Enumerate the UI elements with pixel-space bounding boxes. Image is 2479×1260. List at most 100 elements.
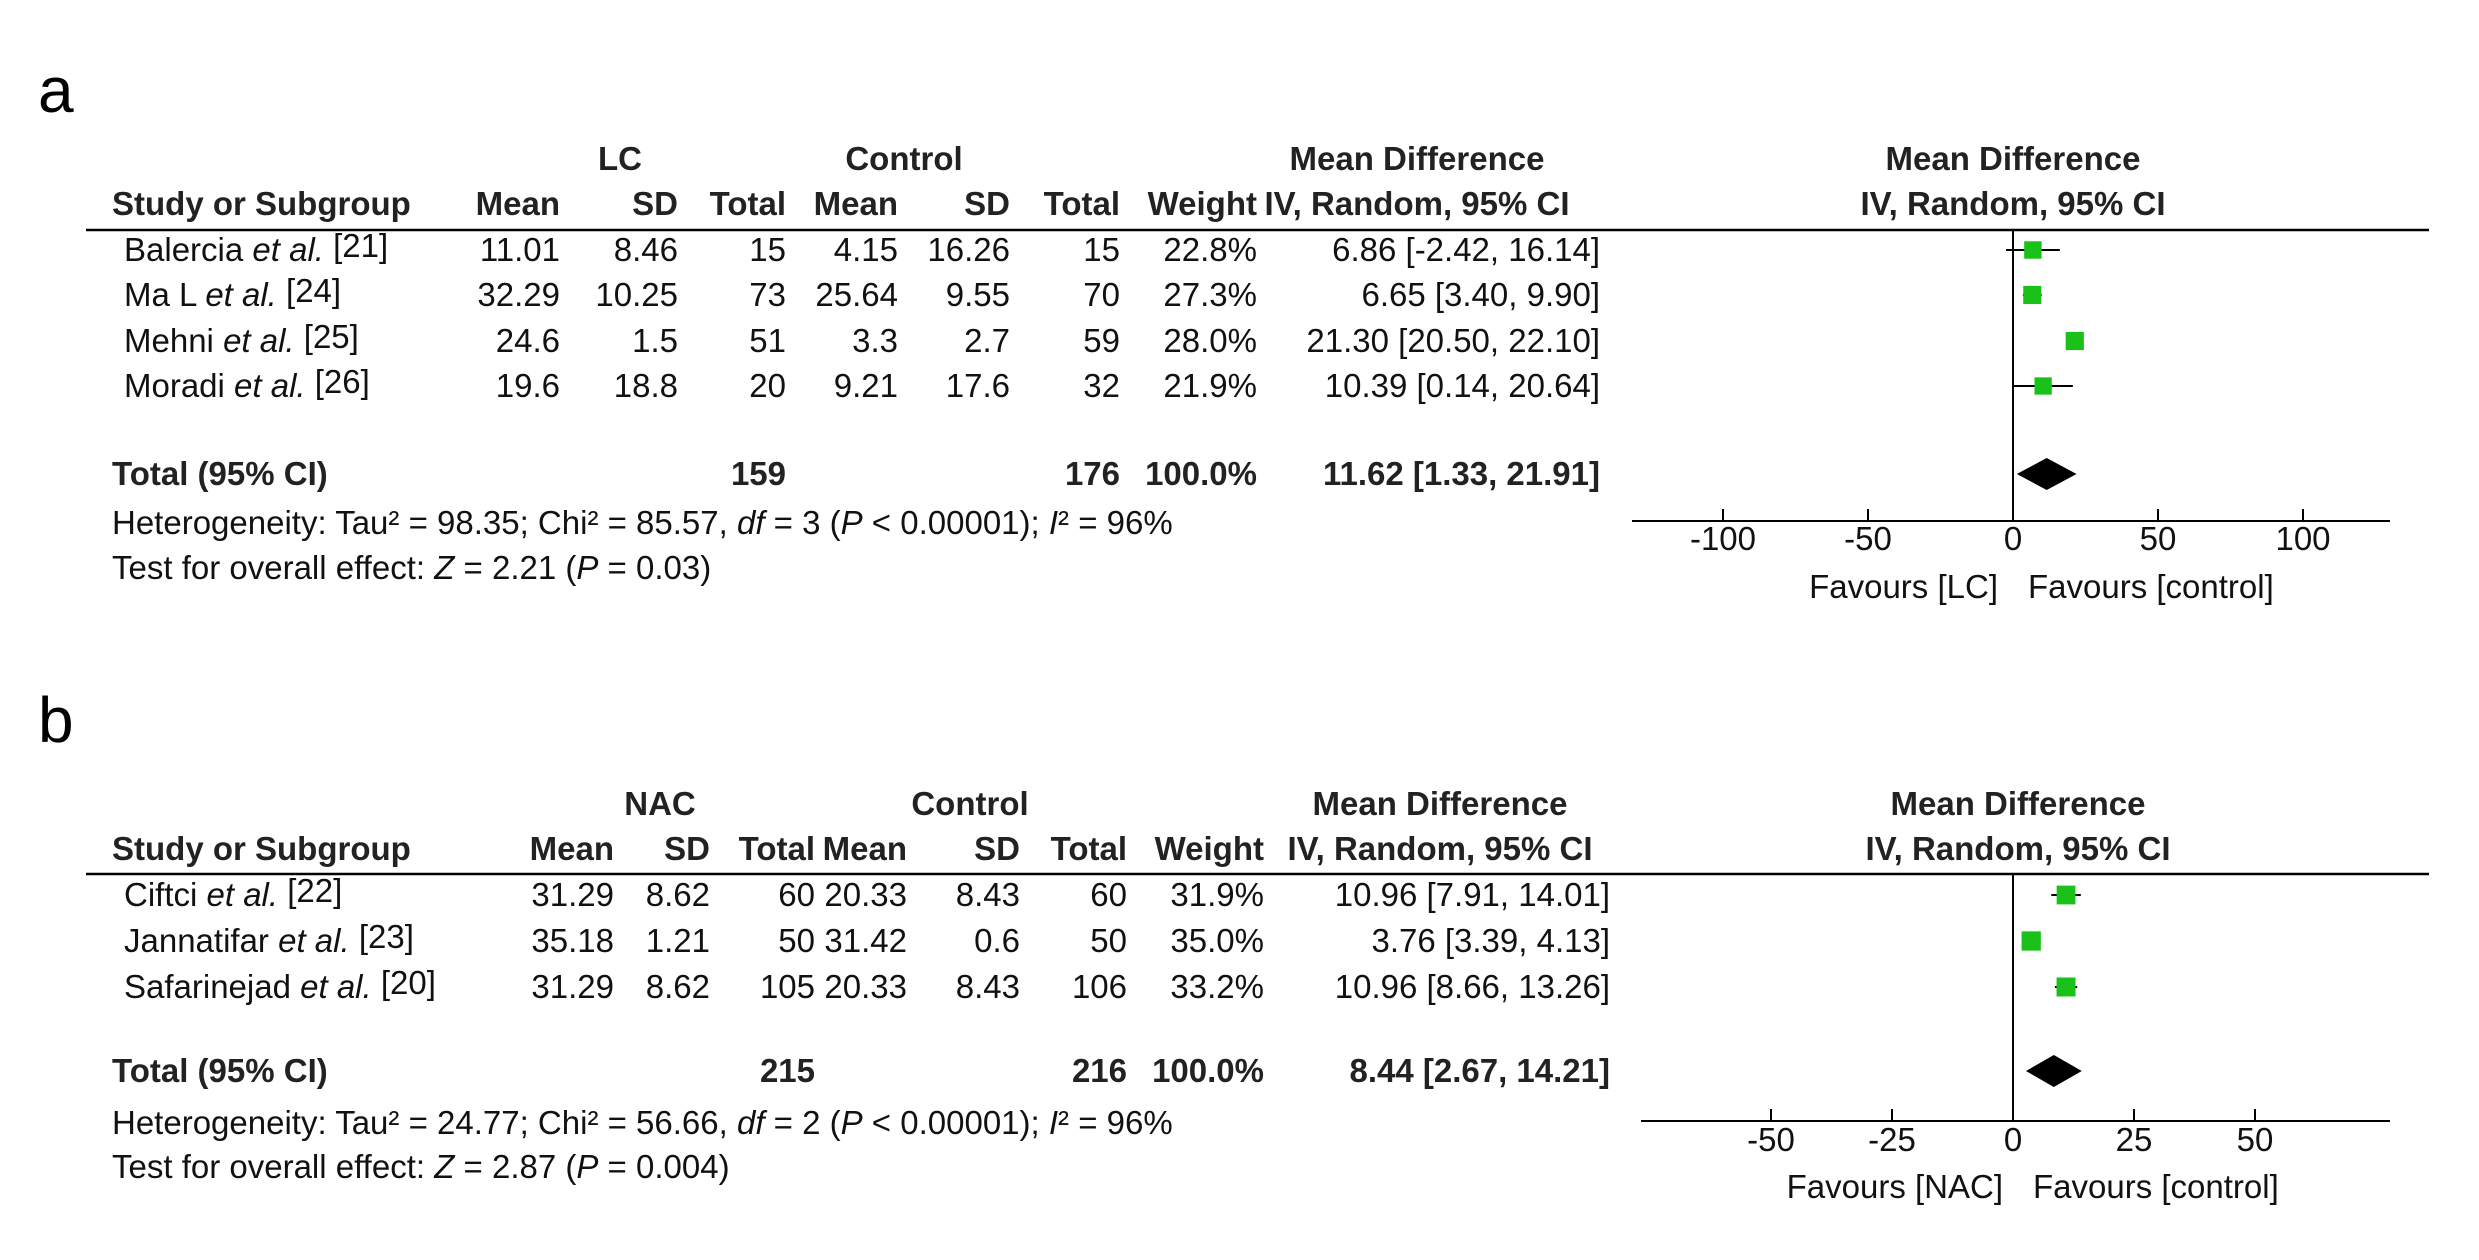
control-total-column-header: Total	[1051, 830, 1127, 867]
forest-panel-b: b NAC Control Mean Difference Mean Differenc…	[38, 684, 2429, 1205]
study-total: 60	[778, 876, 815, 913]
control-total: 70	[1083, 276, 1120, 313]
control-total: 106	[1072, 968, 1127, 1005]
weight-column-header: Weight	[1155, 830, 1264, 867]
study-author: Ciftci	[124, 876, 197, 913]
z-symbol: Z	[433, 549, 456, 586]
study-total: 20	[749, 367, 786, 404]
study-author: Mehni	[124, 322, 214, 359]
study-mean: 31.29	[531, 876, 614, 913]
study-reference: [23]	[359, 918, 414, 955]
df-symbol: df	[737, 504, 768, 541]
study-effect-marker	[2034, 377, 2052, 395]
ci-column-header: IV, Random, 95% CI	[1287, 830, 1592, 867]
z-value: = 2.87 (	[454, 1148, 576, 1185]
study-total: 50	[778, 922, 815, 959]
control-mean-column-header: Mean	[814, 185, 898, 222]
overall-prefix: Test for overall effect:	[112, 1148, 434, 1185]
mean-column-header: Mean	[476, 185, 560, 222]
study-name: Balercia et al. [21]	[124, 227, 388, 268]
study-ci-text: 3.76 [3.39, 4.13]	[1371, 922, 1610, 959]
study-ci-text: 10.96 [7.91, 14.01]	[1335, 876, 1610, 913]
study-sd: 8.62	[646, 876, 710, 913]
ci-column-header: IV, Random, 95% CI	[1264, 185, 1569, 222]
study-sd: 10.25	[595, 276, 678, 313]
control-sd: 2.7	[964, 322, 1010, 359]
plot-mean-difference-header: Mean Difference	[1891, 785, 2146, 822]
panel-label: a	[38, 54, 74, 126]
control-mean: 25.64	[815, 276, 898, 313]
study-author: Safarinejad	[124, 968, 291, 1005]
control-mean: 20.33	[824, 876, 907, 913]
heterogeneity-text: Heterogeneity: Tau² = 98.35; Chi² = 85.5…	[112, 504, 1173, 541]
total-column-header: Total	[739, 830, 815, 867]
x-axis-tick-label: 100	[2275, 520, 2330, 557]
control-mean-column-header: Mean	[823, 830, 907, 867]
control-total-n: 176	[1065, 455, 1120, 492]
total-label: Total (95% CI)	[112, 455, 328, 492]
plot-ci-column-header: IV, Random, 95% CI	[1865, 830, 2170, 867]
x-axis-tick-label: -100	[1690, 520, 1756, 557]
study-ci-text: 6.65 [3.40, 9.90]	[1361, 276, 1600, 313]
intervention-group-header: NAC	[624, 785, 696, 822]
study-mean: 32.29	[477, 276, 560, 313]
i2-value: ² = 96%	[1058, 1104, 1173, 1141]
study-weight: 28.0%	[1163, 322, 1257, 359]
study-reference: [26]	[315, 363, 370, 400]
study-weight: 21.9%	[1163, 367, 1257, 404]
total-column-header: Total	[710, 185, 786, 222]
x-axis-tick-label: 50	[2237, 1121, 2274, 1158]
study-ci-text: 6.86 [-2.42, 16.14]	[1332, 231, 1600, 268]
study-mean: 24.6	[496, 322, 560, 359]
study-etal: et al.	[234, 367, 306, 404]
overall-prefix: Test for overall effect:	[112, 549, 434, 586]
study-sd: 1.5	[632, 322, 678, 359]
intervention-group-header: LC	[598, 140, 642, 177]
forest-panel-a: a LC Control Mean Difference Mean Difference…	[38, 54, 2429, 605]
study-etal: et al.	[300, 968, 372, 1005]
control-total: 32	[1083, 367, 1120, 404]
study-effect-marker	[2056, 885, 2076, 905]
control-mean: 9.21	[834, 367, 898, 404]
study-total: 105	[760, 968, 815, 1005]
study-ci-text: 21.30 [20.50, 22.10]	[1306, 322, 1600, 359]
overall-p-symbol: P	[576, 1148, 598, 1185]
total-n: 215	[760, 1052, 815, 1089]
study-effect-marker	[2023, 285, 2042, 305]
control-group-header: Control	[911, 785, 1028, 822]
study-reference: [20]	[381, 964, 436, 1001]
study-name: Ciftci et al. [22]	[124, 872, 342, 913]
plot-ci-column-header: IV, Random, 95% CI	[1860, 185, 2165, 222]
heterogeneity-prefix: Heterogeneity: Tau² = 24.77; Chi² = 56.6…	[112, 1104, 737, 1141]
total-weight: 100.0%	[1145, 455, 1257, 492]
study-etal: et al.	[252, 231, 324, 268]
control-sd: 8.43	[956, 876, 1020, 913]
df-value: = 2 (	[765, 1104, 841, 1141]
total-weight: 100.0%	[1152, 1052, 1264, 1089]
study-weight: 27.3%	[1163, 276, 1257, 313]
study-name: Mehni et al. [25]	[124, 318, 359, 359]
x-axis-tick-label: 50	[2140, 520, 2177, 557]
study-name: Jannatifar et al. [23]	[124, 918, 414, 959]
control-total: 60	[1090, 876, 1127, 913]
overall-effect-text: Test for overall effect: Z = 2.21 (P = 0…	[112, 549, 711, 586]
overall-effect-text: Test for overall effect: Z = 2.87 (P = 0…	[112, 1148, 730, 1185]
study-effect-marker	[2024, 241, 2042, 259]
p-symbol: P	[841, 1104, 863, 1141]
study-author: Moradi	[124, 367, 225, 404]
df-symbol: df	[737, 1104, 768, 1141]
favours-left-label: Favours [NAC]	[1787, 1168, 2003, 1205]
df-value: = 3 (	[765, 504, 841, 541]
study-ci-text: 10.96 [8.66, 13.26]	[1335, 968, 1610, 1005]
control-sd: 17.6	[946, 367, 1010, 404]
overall-p-symbol: P	[576, 549, 598, 586]
p-value: < 0.00001);	[863, 1104, 1049, 1141]
study-weight: 22.8%	[1163, 231, 1257, 268]
x-axis-tick-label: -25	[1868, 1121, 1916, 1158]
control-mean: 31.42	[824, 922, 907, 959]
study-name: Ma L et al. [24]	[124, 272, 341, 313]
study-reference: [22]	[287, 872, 342, 909]
control-total: 59	[1083, 322, 1120, 359]
total-ci-text: 11.62 [1.33, 21.91]	[1323, 455, 1600, 492]
p-symbol: P	[841, 504, 863, 541]
